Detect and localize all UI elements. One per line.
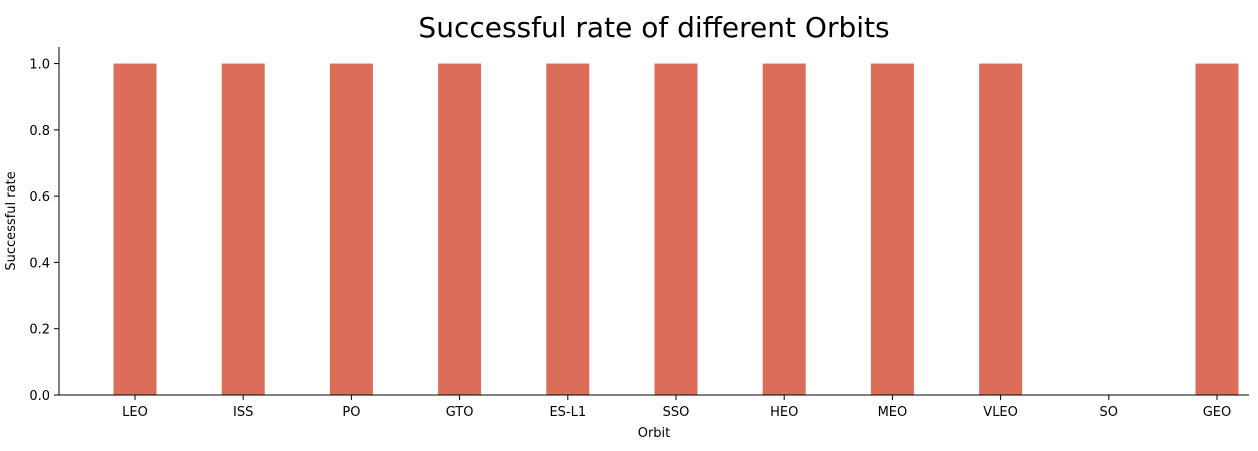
bar-vleo	[979, 63, 1023, 395]
x-tick-label: GEO	[1203, 405, 1232, 420]
y-tick-label: 0.4	[29, 256, 50, 271]
x-tick-label: MEO	[878, 405, 908, 420]
x-tick-label: GTO	[446, 405, 474, 420]
y-tick-label: 0.8	[29, 124, 50, 139]
bar-leo	[113, 63, 157, 395]
y-tick-label: 0.0	[29, 389, 50, 404]
x-tick-label: SSO	[663, 405, 690, 420]
bar-sso	[654, 63, 698, 395]
bar-gto	[438, 63, 482, 395]
y-axis-ticks: 0.0 0.2 0.4 0.6 0.8 1.0	[29, 58, 59, 404]
x-tick-label: SO	[1100, 405, 1118, 420]
y-tick-label: 1.0	[29, 58, 50, 73]
bars-group	[113, 63, 1239, 395]
y-tick-label: 0.6	[29, 190, 50, 205]
x-tick-label: LEO	[122, 405, 148, 420]
x-tick-label: VLEO	[983, 405, 1018, 420]
x-axis-ticks: LEO ISS PO GTO ES-L1 SSO HEO MEO VLEO SO GEO	[122, 395, 1231, 420]
x-tick-label: PO	[342, 405, 360, 420]
y-tick-label: 0.2	[29, 323, 50, 338]
bar-meo	[870, 63, 914, 395]
bar-po	[329, 63, 373, 395]
x-tick-label: ES-L1	[549, 405, 586, 420]
x-axis-label: Orbit	[638, 426, 671, 441]
bar-heo	[762, 63, 806, 395]
bar-es-l1	[546, 63, 590, 395]
x-tick-label: HEO	[770, 405, 798, 420]
y-axis-label: Successful rate	[4, 171, 19, 270]
bar-geo	[1195, 63, 1239, 395]
chart-title: Successful rate of different Orbits	[418, 11, 889, 44]
x-tick-label: ISS	[233, 405, 253, 420]
bar-iss	[221, 63, 265, 395]
